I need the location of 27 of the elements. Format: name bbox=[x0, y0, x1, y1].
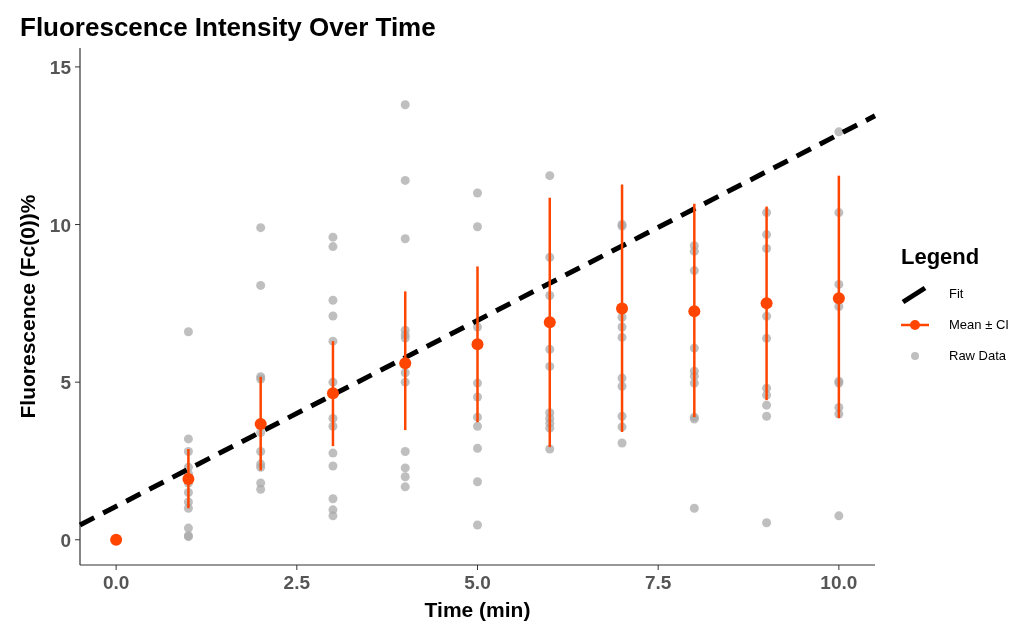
y-tick-label: 10 bbox=[49, 214, 71, 236]
legend-label: Mean ± CI bbox=[949, 317, 1009, 332]
y-tick-label: 15 bbox=[49, 56, 72, 78]
point bbox=[760, 297, 773, 310]
x-tick-label: 0.0 bbox=[102, 572, 130, 593]
legend-label: Fit bbox=[949, 286, 964, 301]
point bbox=[543, 316, 556, 329]
x-tick-label: 10.0 bbox=[820, 572, 858, 593]
point bbox=[254, 418, 267, 431]
legend-title: Legend bbox=[901, 244, 980, 269]
point bbox=[688, 305, 701, 318]
chart-title: Fluorescence Intensity Over Time bbox=[20, 12, 436, 42]
y-tick-label: 5 bbox=[60, 372, 72, 394]
x-tick-label: 7.5 bbox=[644, 572, 672, 593]
x-tick-label: 2.5 bbox=[283, 572, 311, 593]
y-axis-title: Fluorescence (Fc(0))% bbox=[16, 194, 39, 419]
point bbox=[616, 302, 629, 315]
y-tick-label: 0 bbox=[60, 529, 71, 551]
legend-label: Raw Data bbox=[949, 348, 1007, 363]
x-axis-title: Time (min) bbox=[424, 598, 531, 621]
point bbox=[182, 472, 195, 485]
point bbox=[326, 387, 339, 400]
x-tick-label: 5.0 bbox=[464, 572, 491, 593]
point bbox=[399, 357, 412, 370]
point bbox=[471, 338, 484, 351]
point bbox=[110, 533, 123, 546]
point bbox=[832, 292, 845, 305]
